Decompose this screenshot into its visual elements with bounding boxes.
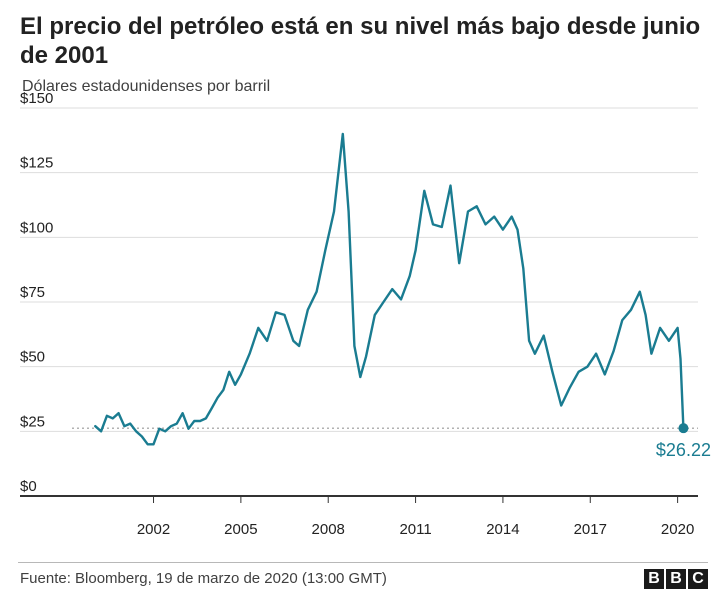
y-tick-label: $0 bbox=[20, 478, 37, 495]
bbc-logo-letter: B bbox=[644, 569, 664, 589]
x-tick-label: 2014 bbox=[486, 521, 519, 538]
last-value-label: $26.22 bbox=[656, 440, 711, 460]
y-tick-label: $25 bbox=[20, 413, 45, 430]
x-tick-label: 2005 bbox=[224, 521, 257, 538]
y-tick-label: $125 bbox=[20, 155, 53, 172]
x-tick-label: 2011 bbox=[399, 521, 431, 538]
x-tick-label: 2020 bbox=[661, 521, 694, 538]
footer-divider bbox=[18, 562, 708, 563]
last-point-marker bbox=[678, 423, 689, 434]
x-tick-label: 2017 bbox=[574, 521, 607, 538]
oil-price-line bbox=[94, 132, 685, 446]
y-tick-label: $100 bbox=[20, 219, 53, 236]
y-tick-label: $150 bbox=[20, 90, 53, 107]
bbc-logo-letter: B bbox=[666, 569, 686, 589]
x-tick-label: 2002 bbox=[137, 521, 170, 538]
chart-title: El precio del petróleo está en su nivel … bbox=[20, 13, 701, 69]
y-tick-label: $75 bbox=[20, 284, 45, 301]
bbc-logo: B B C bbox=[644, 569, 708, 589]
y-axis-unit-label: Dólares estadounidenses por barril bbox=[22, 78, 271, 95]
x-tick-label: 2008 bbox=[312, 521, 345, 538]
source-note: Fuente: Bloomberg, 19 de marzo de 2020 (… bbox=[20, 570, 387, 587]
bbc-logo-letter: C bbox=[688, 569, 708, 589]
y-tick-label: $50 bbox=[20, 349, 45, 366]
